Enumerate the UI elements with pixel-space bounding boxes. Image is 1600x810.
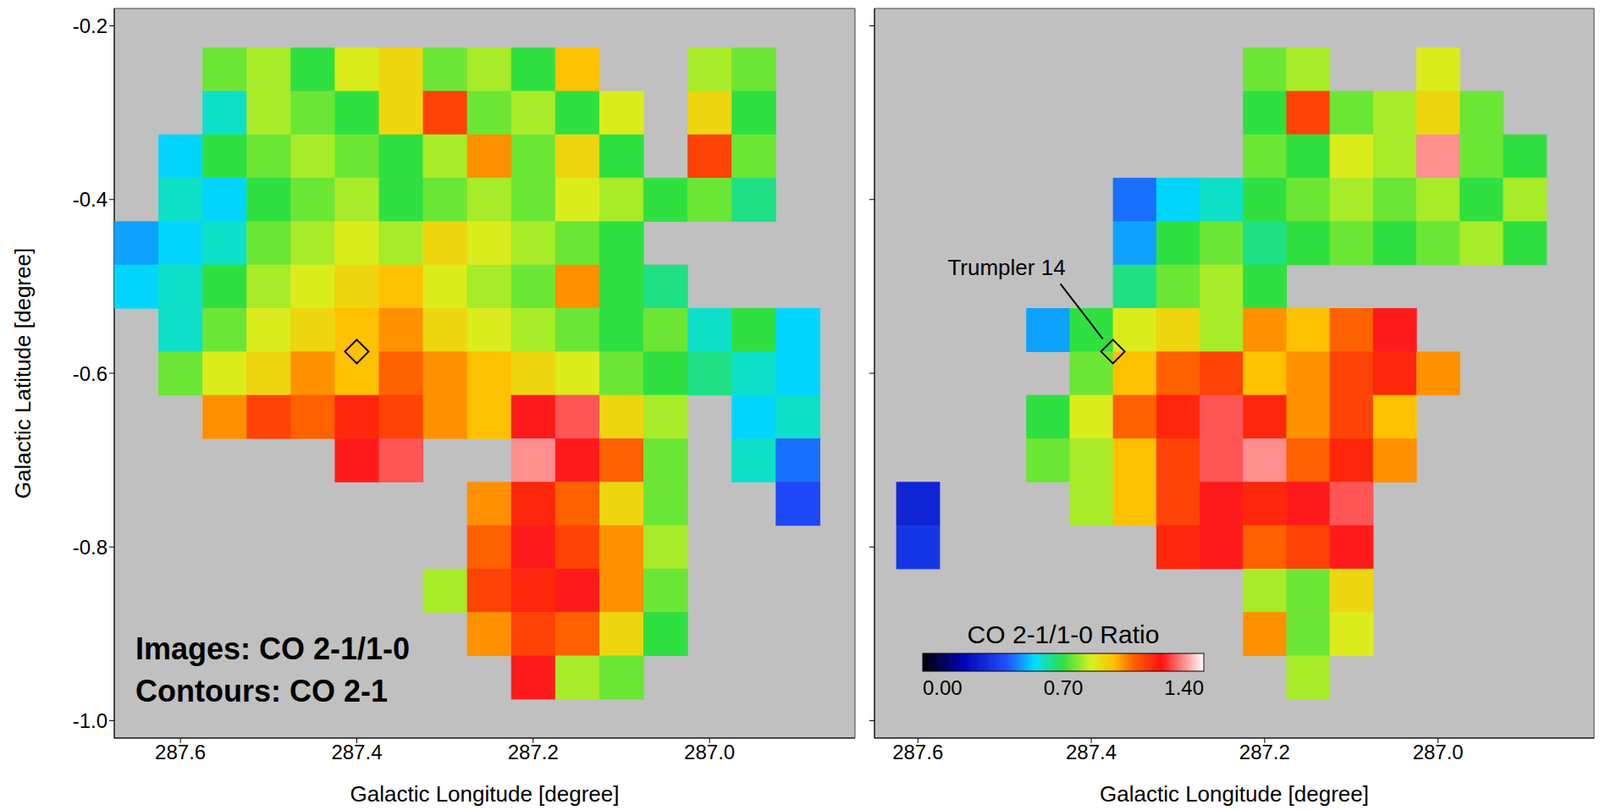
svg-text:287.4: 287.4	[331, 740, 382, 764]
svg-text:287.2: 287.2	[507, 740, 559, 764]
svg-text:0.00: 0.00	[922, 676, 963, 700]
svg-text:287.0: 287.0	[1412, 740, 1464, 764]
svg-text:-0.2: -0.2	[72, 14, 108, 38]
svg-text:287.6: 287.6	[154, 740, 206, 764]
svg-text:Galactic Latitude [degree]: Galactic Latitude [degree]	[10, 248, 36, 499]
svg-text:Galactic Longitude [degree]: Galactic Longitude [degree]	[1099, 781, 1369, 807]
svg-text:287.6: 287.6	[892, 740, 944, 764]
svg-text:-0.4: -0.4	[72, 187, 108, 211]
svg-text:287.0: 287.0	[684, 740, 735, 764]
html-text:Images: CO 2-1/1-0: Images: CO 2-1/1-0	[135, 631, 410, 667]
svg-text:-1.0: -1.0	[72, 709, 108, 733]
svg-text:287.4: 287.4	[1065, 740, 1117, 764]
svg-text:Trumpler 14: Trumpler 14	[947, 254, 1065, 281]
svg-text:0.70: 0.70	[1043, 676, 1084, 700]
svg-text:1.40: 1.40	[1164, 676, 1204, 700]
svg-text:-0.6: -0.6	[72, 362, 108, 386]
svg-text:CO 2-1/1-0 Ratio: CO 2-1/1-0 Ratio	[967, 620, 1160, 649]
svg-text:-0.8: -0.8	[72, 535, 108, 559]
svg-text:287.2: 287.2	[1239, 740, 1291, 764]
html-text:Contours: CO 2-1: Contours: CO 2-1	[135, 673, 388, 709]
svg-text:Galactic Longitude [degree]: Galactic Longitude [degree]	[350, 781, 620, 807]
